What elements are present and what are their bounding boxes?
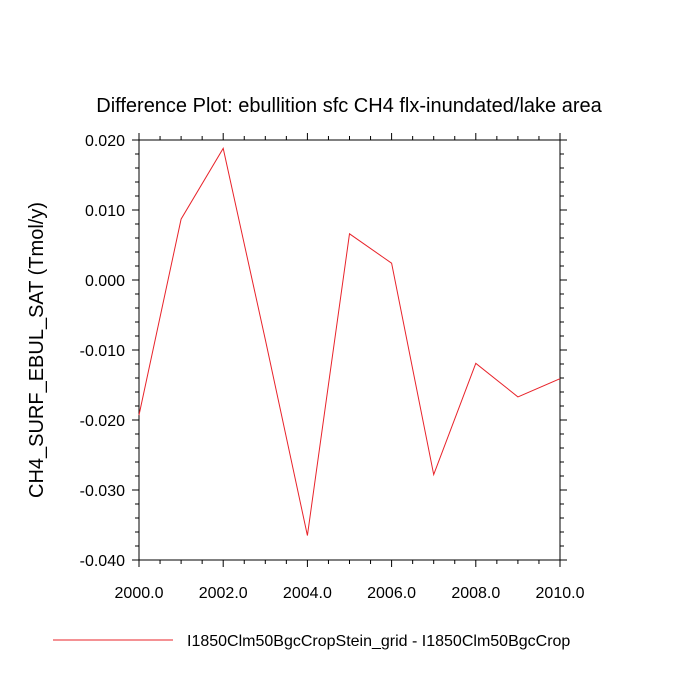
x-tick-label: 2010.0 (536, 585, 585, 602)
chart-title: Difference Plot: ebullition sfc CH4 flx-… (96, 95, 602, 117)
y-tick-label: 0.010 (85, 203, 125, 220)
plot-frame (138, 139, 561, 561)
tick-marks (132, 133, 567, 567)
x-tick-label: 2008.0 (451, 585, 500, 602)
plot-border (138, 139, 561, 561)
x-tick-label: 2006.0 (367, 585, 416, 602)
legend: I1850Clm50BgcCropStein_grid - I1850Clm50… (53, 633, 570, 650)
y-tick-labels: 0.020 0.010 0.000 -0.010 -0.020 -0.030 -0.040 (80, 133, 125, 570)
x-tick-labels: 2000.0 2002.0 2004.0 2006.0 2008.0 2010.0 (115, 585, 585, 602)
y-tick-label: -0.030 (80, 483, 125, 500)
series-lines (138, 147, 561, 536)
x-tick-label: 2002.0 (199, 585, 248, 602)
y-tick-label: -0.040 (80, 553, 125, 570)
y-tick-label: -0.010 (80, 343, 125, 360)
x-tick-label: 2004.0 (283, 585, 332, 602)
y-axis-label: CH4_SURF_EBUL_SAT (Tmol/y) (26, 202, 48, 498)
series-line (138, 147, 561, 536)
legend-label: I1850Clm50BgcCropStein_grid - I1850Clm50… (187, 633, 570, 650)
y-tick-label: 0.020 (85, 133, 125, 150)
y-tick-label: 0.000 (85, 273, 125, 290)
x-tick-label: 2000.0 (115, 585, 164, 602)
y-tick-label: -0.020 (80, 413, 125, 430)
